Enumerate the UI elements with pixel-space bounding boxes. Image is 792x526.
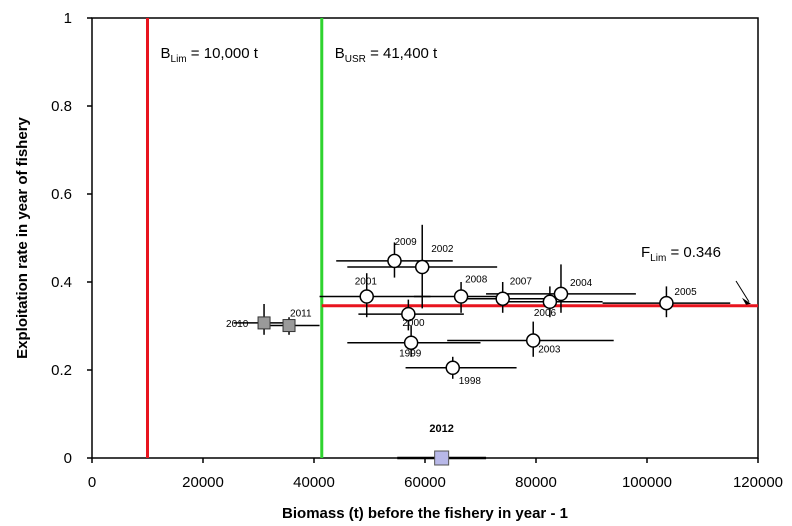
x-tick-label: 0 xyxy=(88,474,96,491)
point-year-label: 1998 xyxy=(459,376,482,387)
data-point-circle xyxy=(453,289,469,304)
data-point-square xyxy=(282,319,296,333)
point-year-label: 2010 xyxy=(226,319,249,330)
reference-lines-group: BLim = 10,000 t BUSR = 41,400 t FLim = 0.3… xyxy=(146,18,758,458)
data-point-square xyxy=(257,316,271,330)
data-point-circle xyxy=(525,333,541,348)
x-tick-label: 120000 xyxy=(733,474,783,491)
y-tick-label: 0 xyxy=(64,450,72,467)
point-year-label: 2001 xyxy=(355,277,378,288)
point-year-label: 2004 xyxy=(570,278,593,289)
busr-label: BUSR = 41,400 t xyxy=(335,45,438,65)
flim-label: FLim = 0.346 xyxy=(641,244,721,264)
point-year-label: 2005 xyxy=(674,287,697,298)
point-year-label: 2007 xyxy=(510,277,533,288)
x-tick-label: 80000 xyxy=(515,474,557,491)
data-point-circle xyxy=(414,259,430,275)
flim-arrow-line xyxy=(735,280,750,303)
data-points-group xyxy=(257,253,674,466)
point-year-label: 2011 xyxy=(290,309,312,320)
point-labels-group: 1998 1999 2000 2001 2002 2003 2004 2005 2006 2007… xyxy=(226,237,697,435)
point-year-label: 2003 xyxy=(538,345,561,356)
data-point-circle xyxy=(387,253,402,269)
x-tick-label: 60000 xyxy=(404,474,446,491)
point-year-label: 2006 xyxy=(534,308,557,319)
x-axis-title: Biomass (t) before the fishery in year -… xyxy=(282,505,568,522)
data-point-circle xyxy=(359,289,374,304)
x-tick-label: 100000 xyxy=(622,474,672,491)
y-tick-label: 1 xyxy=(64,10,72,27)
point-year-label: 1999 xyxy=(399,349,422,360)
x-tick-label: 40000 xyxy=(293,474,335,491)
data-point-circle xyxy=(401,306,416,322)
axes-group: 0 20000 40000 60000 80000 100000 120000 0 0.2 0.4… xyxy=(51,10,783,491)
data-point-circle xyxy=(403,335,419,350)
blim-label: BLim = 10,000 t xyxy=(161,45,259,65)
projection-point-square xyxy=(434,450,450,466)
data-point-circle xyxy=(495,291,510,306)
x-tick-label: 20000 xyxy=(182,474,224,491)
data-point-circle xyxy=(542,294,558,310)
point-year-label: 2000 xyxy=(402,318,425,329)
data-point-circle xyxy=(659,295,674,311)
y-tick-label: 0.8 xyxy=(51,98,72,115)
point-year-label: 2002 xyxy=(431,244,454,255)
projection-year-label: 2012 xyxy=(429,423,453,435)
point-year-label: 2008 xyxy=(465,275,488,286)
point-year-label: 2009 xyxy=(394,237,417,248)
data-point-circle xyxy=(445,360,460,376)
data-point-circle xyxy=(553,286,569,302)
y-tick-label: 0.2 xyxy=(51,362,72,379)
flim-arrow-head xyxy=(742,297,751,305)
y-tick-label: 0.4 xyxy=(51,274,72,291)
y-tick-label: 0.6 xyxy=(51,186,72,203)
y-axis-title: Exploitation rate in year of fishery xyxy=(14,116,31,358)
